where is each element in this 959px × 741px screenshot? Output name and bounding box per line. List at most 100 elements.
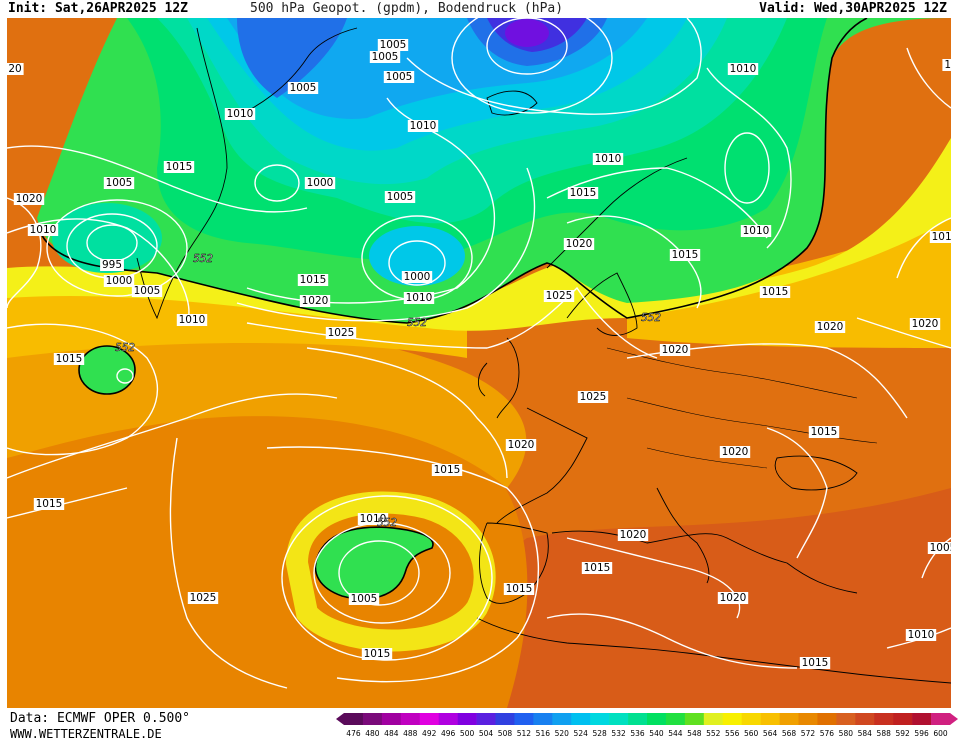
isobar-label-text: 1015 [672,249,699,261]
map-footer: Data: ECMWF OPER 0.500° WWW.WETTERZENTRA… [0,708,959,741]
isobar-label-text: 1020 [16,193,43,205]
isobar-label-bg [407,120,439,132]
isobar-label-bg [103,177,135,189]
legend-tick-label: 532 [611,729,626,738]
isobar-label: 1010 [357,513,389,525]
isobar-label: 1010 [592,153,624,165]
height-label-layer: 552 552 552 552 552 [115,253,662,530]
italy-coast [656,487,710,584]
isobar-label-bg [929,231,951,243]
legend-swatch [344,713,364,725]
color-legend: 476 480 484 488 492 496 500 504 508 512 516 520 524 5… [336,713,958,738]
isobar-label-text: 1020 [566,238,593,250]
isobar-label-text: 1015 [434,464,461,476]
isobar-label-text: 1000 [404,271,431,283]
legend-tick-label: 588 [877,729,892,738]
legend-tick-label: 552 [706,729,721,738]
height-contour-label: 552 [377,517,397,529]
h500-core [505,19,549,47]
isobar-label-bg [384,191,416,203]
isobar-label-bg [942,59,951,71]
legend-tick-label: 596 [914,729,929,738]
isobar-1015-scandinavia [566,215,702,309]
isobar-label-text: 1015 [570,187,597,199]
isobar-label-text: 1005 [930,542,951,554]
isobar-label: 1005 [927,542,951,554]
isobar-label-text: 1020 [720,592,747,604]
isobar-label-text: 1015 [36,498,63,510]
isobar-label-text: 1020 [912,318,939,330]
isobar-label-bg [287,82,319,94]
isobar-1005-east-edge [921,537,951,579]
isobar-label: 10 [942,59,951,71]
africa-coast [476,617,951,684]
legend-tick-label: 528 [592,729,607,738]
isobar-label: 1015 [929,231,951,243]
isobar-label: 1015 [799,657,831,669]
isobar-label: 1015 [669,249,701,261]
isobar-label-bg [103,275,135,287]
isobar-label: 1010 [727,63,759,75]
map-header: Init: Sat,26APR2025 12Z 500 hPa Geopot. … [0,0,959,18]
isobar-label-text: 1005 [372,51,399,63]
isobar-label-bg [297,274,329,286]
british-isles-coast [478,337,520,419]
isobar-label-bg [740,225,772,237]
h552-contour-iberia [314,526,434,600]
legend-tick-label: 564 [763,729,778,738]
isobar-label-text: 1005 [106,177,133,189]
isobar-label: 1015 [163,161,195,173]
legend-tick-label: 540 [649,729,664,738]
isobar-label-bg [369,51,401,63]
isobar-label-bg [224,108,256,120]
isobar-label: 1015 [53,353,85,365]
height-contour-label: 552 [193,253,213,265]
isobar-label-text: 1010 [743,225,770,237]
h572-field [7,386,528,708]
isobar-label: 1005 [131,285,163,297]
legend-swatch [533,713,553,725]
legend-tick-label: 480 [365,729,380,738]
h524-low-iceland [369,226,465,286]
isobar-label-text: 1010 [406,292,433,304]
isobar-1020-east-edge [896,217,951,279]
isobar-label-text: 1025 [190,592,217,604]
isobar-label-text: 1020 [302,295,329,307]
legend-swatch [779,713,799,725]
isobar-label-text: 1005 [386,71,413,83]
legend-tick-label: 508 [498,729,513,738]
isobar-label: 1025 [543,290,575,302]
isobar-label: 1005 [383,71,415,83]
isobar-label: 1015 [567,187,599,199]
isobar-label: 1020 [814,321,846,333]
legend-swatch [893,713,913,725]
isobar-label-bg [176,314,208,326]
isobar-1010-east [706,67,792,249]
isobar-label: 1010 [905,629,937,641]
legend-swatch [495,713,515,725]
isobar-1010-scandinavia [546,167,768,239]
isobar-label: 1010 [224,108,256,120]
isobar-label: 1020 [505,439,537,451]
isobar-label-bg [799,657,831,669]
isobar-label-bg [187,592,219,604]
isobar-1020-atlantic [7,393,338,479]
isobar-label-text: 1020 [620,529,647,541]
isobar-label-bg [33,498,65,510]
legend-tick-label: 516 [536,729,551,738]
western-europe-coast [496,407,588,524]
isobar-label-layer: 1005 1005 1005 1005 1010 1010 1010 1015 1005 1000… [7,39,951,669]
legend-tick-label: 492 [422,729,437,738]
greenland-coast [136,27,358,320]
isobar-label: 1005 [348,593,380,605]
legend-tick-label: 600 [933,729,948,738]
isobar-label-text: 1015 [762,286,789,298]
legend-swatch [514,713,534,725]
isobar-label: 1015 [33,498,65,510]
isobar-label-bg [659,344,691,356]
isobar-label: 1015 [297,274,329,286]
weather-map: 1005 1005 1005 1005 1010 1010 1010 1015 1005 1000… [7,18,951,708]
cutoff-low-iberia [315,527,433,599]
isobar-label: 1025 [325,327,357,339]
legend-tick-label: 544 [668,729,683,738]
